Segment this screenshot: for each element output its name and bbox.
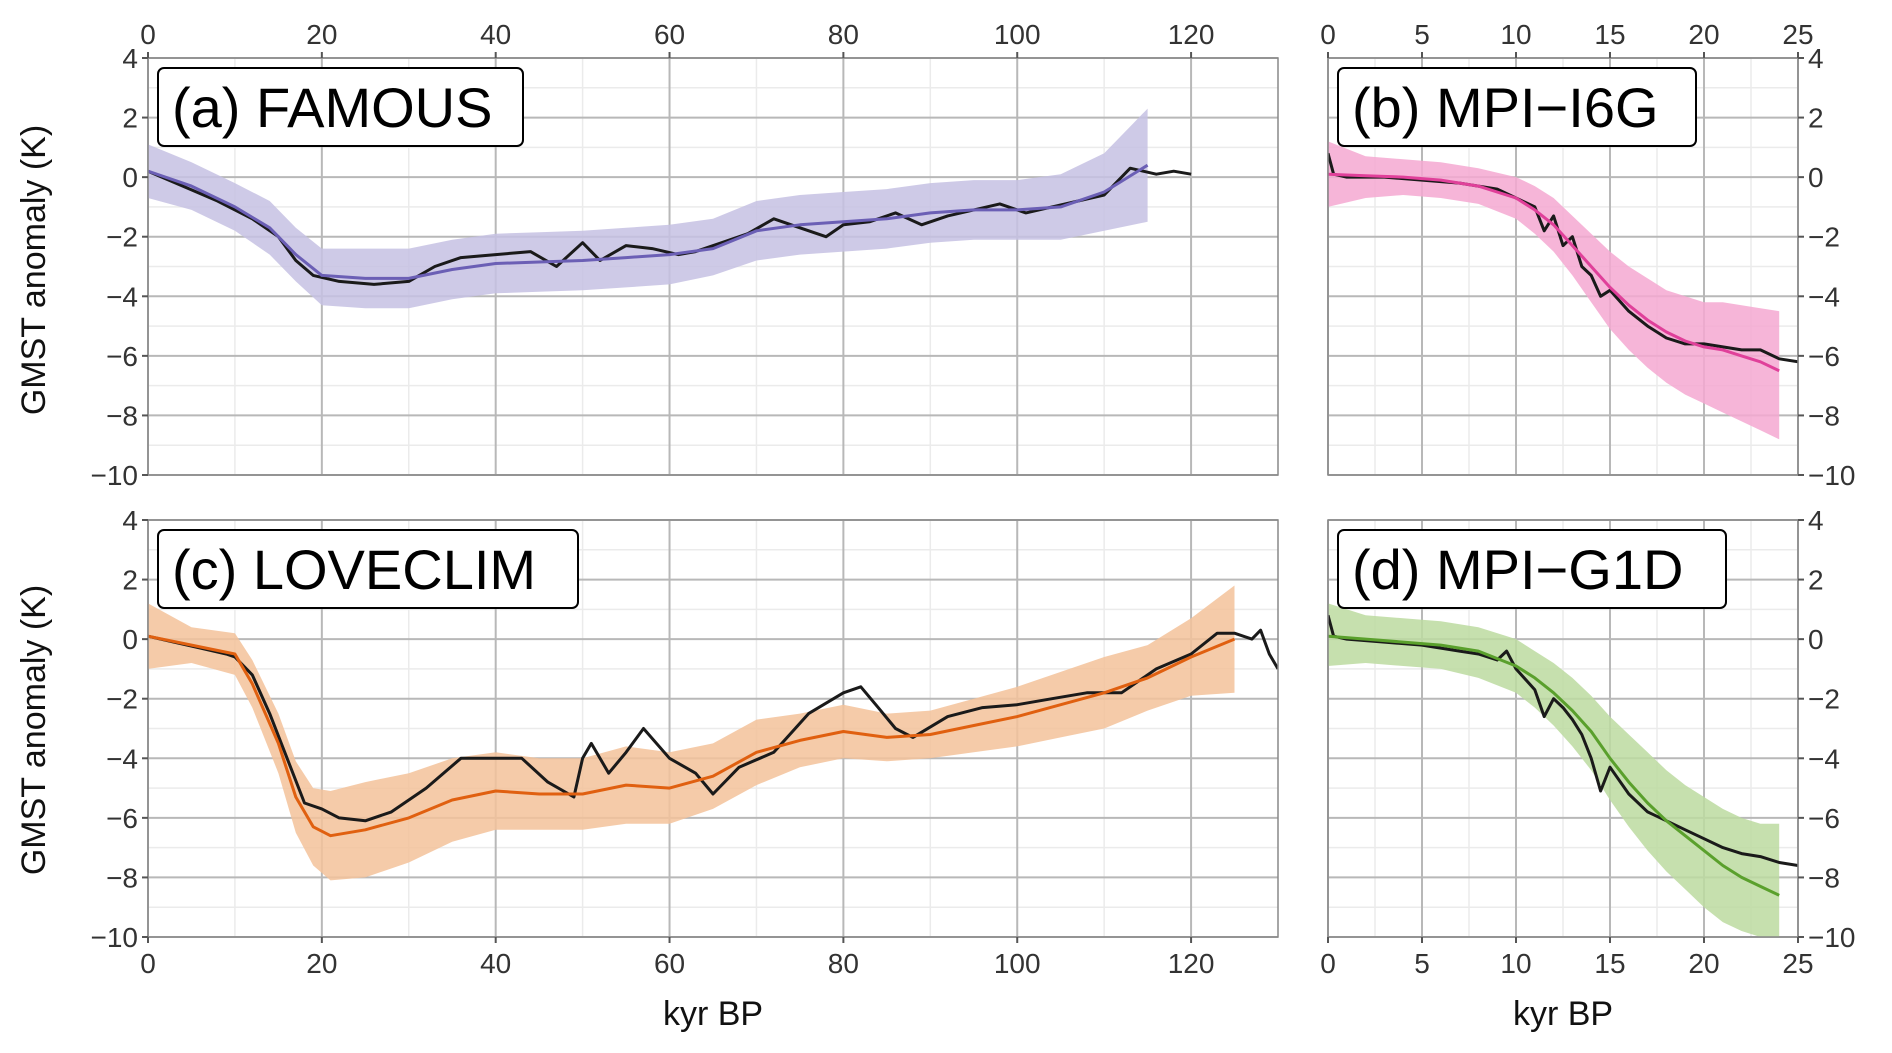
x-tick-label: 20 — [1688, 948, 1719, 979]
x-tick-label: 80 — [828, 948, 859, 979]
x-tick-label: 15 — [1594, 19, 1625, 50]
x-tick-label: 15 — [1594, 948, 1625, 979]
y-axis-title-bottom: GMST anomaly (K) — [15, 585, 53, 875]
y-tick-label: 4 — [1808, 505, 1824, 536]
x-tick-label: 5 — [1414, 948, 1430, 979]
reconstruction-mean-line — [1328, 172, 1780, 373]
x-tick-label: 80 — [828, 19, 859, 50]
panel-b: 0 5 10 15 20 25 −10 −8 −6 −4 −2 0 2 4 (b) MPI−I6G — [1320, 19, 1855, 491]
plot-series — [148, 585, 1278, 881]
y-tick-label: 2 — [122, 565, 138, 596]
y-tick-label: −4 — [106, 281, 138, 312]
uncertainty-band — [148, 108, 1148, 309]
y-tick-label: −4 — [106, 743, 138, 774]
panel-title: (b) MPI−I6G — [1352, 76, 1659, 139]
plot-border — [147, 57, 1279, 476]
x-tick-label: 60 — [654, 19, 685, 50]
x-tick-label: 20 — [306, 19, 337, 50]
plot-series — [1328, 603, 1798, 937]
y-tick-label: −2 — [106, 222, 138, 253]
y-tick-label: 0 — [122, 624, 138, 655]
x-tick-label: 5 — [1414, 19, 1430, 50]
x-tick-label: 20 — [306, 948, 337, 979]
y-tick-label: −10 — [1808, 922, 1856, 953]
x-axis-title-left: kyr BP — [663, 995, 763, 1033]
panel-label-box — [157, 67, 524, 147]
reconstruction-mean-line — [1328, 634, 1780, 897]
x-tick-label: 120 — [1168, 948, 1215, 979]
plot-border — [147, 519, 1279, 938]
panel-title: (c) LOVECLIM — [172, 538, 536, 601]
y-tick-label: −6 — [106, 803, 138, 834]
x-tick-label: 10 — [1500, 19, 1531, 50]
y-tick-label: −8 — [106, 862, 138, 893]
y-tick-label: 4 — [1808, 43, 1824, 74]
y-axis-title-top: GMST anomaly (K) — [15, 125, 53, 415]
y-tick-label: −8 — [1808, 400, 1840, 431]
y-tick-label: 4 — [122, 43, 138, 74]
simulation-line — [1328, 614, 1798, 867]
y-tick-label: −6 — [1808, 803, 1840, 834]
x-tick-label: 20 — [1688, 19, 1719, 50]
panel-label-box — [1337, 67, 1697, 147]
y-tick-label: −4 — [1808, 281, 1840, 312]
uncertainty-band — [148, 585, 1235, 881]
y-tick-label: −10 — [91, 460, 139, 491]
plot-series — [148, 108, 1192, 309]
uncertainty-band — [1328, 141, 1780, 440]
panel-a: 0 20 40 60 80 100 120 −10 −8 −6 −4 −2 0 2 4 (a) FAMOUS — [91, 19, 1279, 491]
y-tick-label: 0 — [1808, 624, 1824, 655]
x-tick-label: 60 — [654, 948, 685, 979]
x-tick-label: 120 — [1168, 19, 1215, 50]
x-tick-label: 0 — [140, 19, 156, 50]
y-tick-label: 2 — [1808, 103, 1824, 134]
x-axis-title-right: kyr BP — [1513, 995, 1613, 1033]
y-tick-label: 2 — [1808, 565, 1824, 596]
uncertainty-band — [1328, 603, 1780, 937]
y-tick-label: −10 — [1808, 460, 1856, 491]
panel-title: (a) FAMOUS — [172, 76, 492, 139]
plot-border — [1327, 57, 1799, 476]
plot-border — [1327, 519, 1799, 938]
simulation-line — [148, 628, 1278, 823]
x-tick-label: 25 — [1782, 19, 1813, 50]
panel-d: 0 5 10 15 20 25−10 −8 −6 −4 −2 0 2 4 (d) MPI−G1D — [1320, 505, 1855, 979]
reconstruction-mean-line — [148, 163, 1149, 280]
panel-c: 0 20 40 60 80 100 120 −10 −8 −6 −4 −2 0 2 4 (c) LOVECLI… — [91, 505, 1279, 979]
y-tick-label: 2 — [122, 103, 138, 134]
x-tick-label: 100 — [994, 948, 1041, 979]
y-tick-label: −10 — [91, 922, 139, 953]
y-tick-label: 4 — [122, 505, 138, 536]
x-tick-label: 0 — [140, 948, 156, 979]
x-tick-label: 40 — [480, 948, 511, 979]
panel-label-box — [1337, 529, 1727, 609]
y-tick-label: 0 — [1808, 162, 1824, 193]
plot-series — [1328, 141, 1798, 440]
x-tick-label: 10 — [1500, 948, 1531, 979]
y-tick-label: 0 — [122, 162, 138, 193]
y-tick-label: −2 — [1808, 222, 1840, 253]
y-tick-label: −4 — [1808, 743, 1840, 774]
x-tick-label: 100 — [994, 19, 1041, 50]
panel-title: (d) MPI−G1D — [1352, 538, 1683, 601]
x-tick-label: 40 — [480, 19, 511, 50]
y-tick-label: −2 — [1808, 684, 1840, 715]
x-tick-label: 25 — [1782, 948, 1813, 979]
x-tick-label: 0 — [1320, 948, 1336, 979]
y-tick-label: −8 — [106, 400, 138, 431]
x-tick-label: 0 — [1320, 19, 1336, 50]
y-tick-label: −8 — [1808, 862, 1840, 893]
y-tick-label: −6 — [1808, 341, 1840, 372]
reconstruction-mean-line — [148, 634, 1236, 838]
panel-label-box — [157, 529, 579, 609]
y-tick-label: −6 — [106, 341, 138, 372]
y-tick-label: −2 — [106, 684, 138, 715]
